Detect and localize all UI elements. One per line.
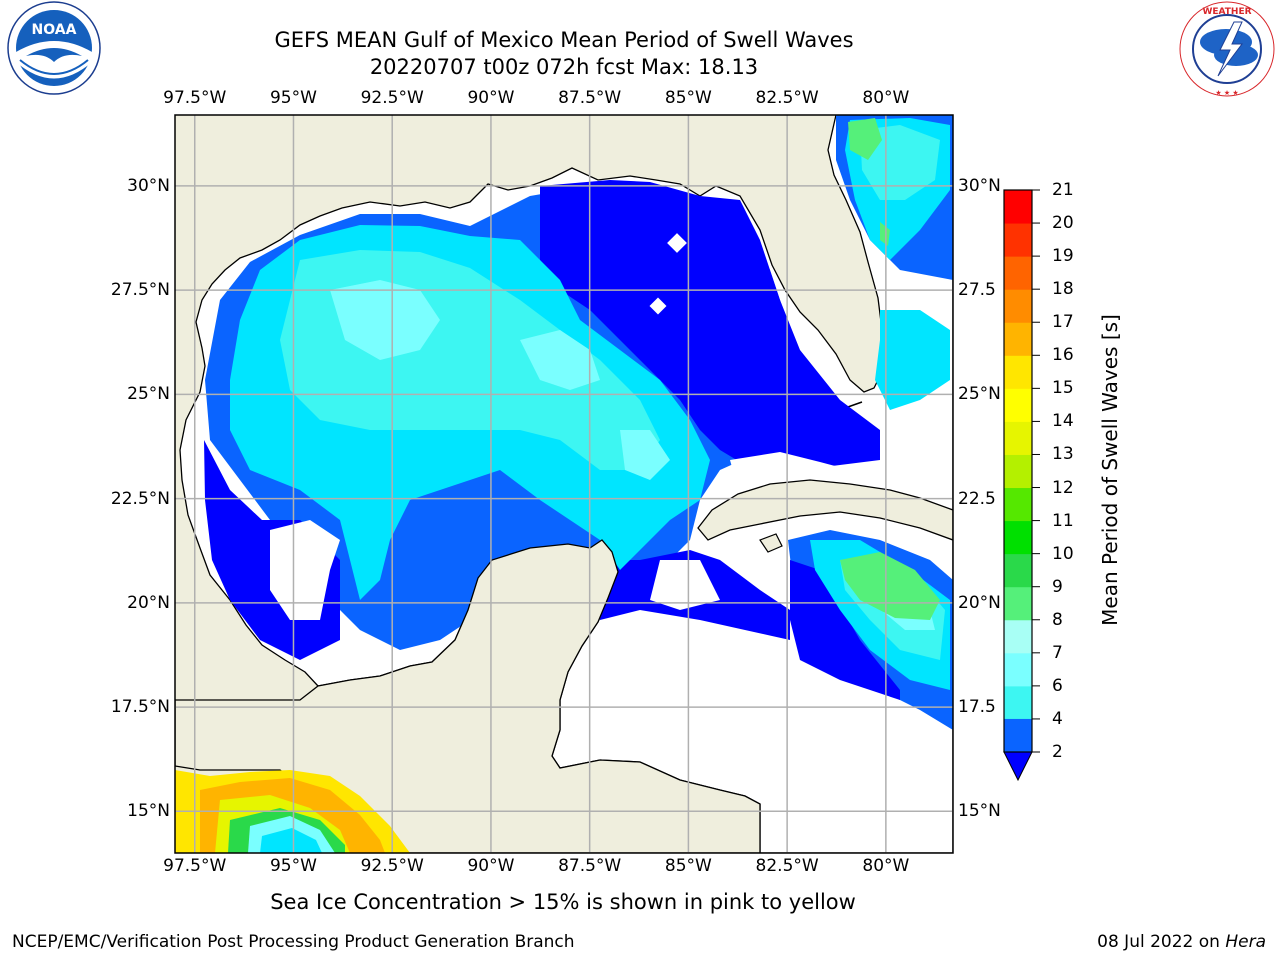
lat-tick-label: 25°N [127, 384, 170, 405]
lat-tick-label: 25°N [958, 384, 1001, 405]
lon-labels-bottom: 97.5°W 95°W 92.5°W 90°W 87.5°W 85°W 82.5°W 80°W [0, 856, 1280, 878]
colorbar-tick-label: 12 [1052, 477, 1074, 498]
colorbar-tick-label: 10 [1052, 543, 1074, 564]
colorbar-tick-label: 17 [1052, 312, 1074, 333]
colorbar-segment [1004, 520, 1032, 555]
lat-tick-label: 30°N [127, 175, 170, 196]
svg-text:★ ★ ★: ★ ★ ★ [1215, 89, 1238, 97]
contour-7-8s [330, 280, 440, 360]
lat-tick-label: 17.5 [958, 697, 996, 718]
colorbar-segment [1004, 355, 1032, 389]
colorbar-segment [1004, 652, 1032, 687]
colorbar-segment [1004, 619, 1032, 654]
colorbar-tick-label: 18 [1052, 279, 1074, 300]
colorbar-tick-label: 16 [1052, 345, 1074, 366]
colorbar-tick-label: 9 [1052, 576, 1063, 597]
colorbar-segment [1004, 586, 1032, 621]
lon-tick-label: 80°W [862, 88, 910, 108]
lat-tick-label: 27.5°N [110, 280, 170, 301]
lat-tick-label: 22.5 [958, 488, 996, 509]
lat-tick-label: 22.5°N [110, 488, 170, 509]
lon-tick-label: 92.5°W [360, 856, 424, 876]
colorbar-segment [1004, 454, 1032, 489]
colorbar-segment [1004, 553, 1032, 588]
lat-tick-label: 17.5°N [110, 697, 170, 718]
colorbar-segment [1004, 388, 1032, 422]
sea-ice-caption: Sea Ice Concentration > 15% is shown in … [270, 890, 856, 914]
lon-tick-label: 90°W [467, 856, 515, 876]
lat-tick-label: 20°N [127, 592, 170, 613]
colorbar-tick-label: 6 [1052, 675, 1063, 696]
colorbar-tick-label: 7 [1052, 642, 1063, 663]
lon-tick-label: 90°W [467, 88, 515, 108]
colorbar-tick-label: 21 [1052, 180, 1074, 200]
colorbar-tick-label: 20 [1052, 213, 1074, 234]
lon-tick-label: 97.5°W [163, 856, 227, 876]
colorbar-tick-label: 13 [1052, 444, 1074, 465]
colorbar-tick-label: 19 [1052, 246, 1074, 267]
lat-labels-left: 30°N 27.5°N 25°N 22.5°N 20°N 17.5°N 15°N [0, 0, 170, 960]
colorbar-label: Mean Period of Swell Waves [s] [1098, 314, 1122, 626]
lat-tick-label: 20°N [958, 592, 1001, 613]
colorbar-segment [1004, 685, 1032, 720]
lon-tick-label: 87.5°W [558, 88, 622, 108]
lon-tick-label: 80°W [862, 856, 910, 876]
lat-tick-label: 30°N [958, 175, 1001, 196]
colorbar-segment [1004, 421, 1032, 455]
colorbar-segment [1004, 190, 1032, 224]
svg-text:WEATHER: WEATHER [1202, 7, 1251, 17]
map-subtitle: 20220707 t00z 072h fcst Max: 18.13 [369, 55, 759, 79]
map-frame [174, 114, 954, 854]
lat-labels-right: 30°N 27.5 25°N 22.5 20°N 17.5 15°N [958, 0, 1018, 960]
colorbar-tick-label: 14 [1052, 411, 1074, 432]
colorbar-tick-label: 8 [1052, 609, 1063, 630]
lon-tick-label: 82.5°W [755, 856, 819, 876]
lon-tick-label: 95°W [269, 88, 317, 108]
colorbar-tick-label: 15 [1052, 378, 1074, 399]
colorbar-under-arrow [1003, 751, 1033, 782]
lon-tick-label: 92.5°W [360, 88, 424, 108]
lat-tick-label: 15°N [127, 801, 170, 822]
colorbar-segment-first [1004, 718, 1032, 752]
lon-tick-label: 95°W [269, 856, 317, 876]
colorbar-frame [1003, 189, 1033, 753]
lat-tick-label: 27.5 [958, 280, 996, 301]
colorbar-segment [1004, 289, 1032, 323]
colorbar-segment [1004, 322, 1032, 356]
noaa-logo: NOAA [7, 1, 101, 95]
footer-date: 08 Jul 2022 on Hera [1097, 932, 1266, 952]
map-grid [175, 115, 953, 853]
noaa-logo-text: NOAA [32, 22, 77, 38]
colorbar-segment [1004, 256, 1032, 290]
colorbar-tick-label: 2 [1052, 742, 1063, 762]
nws-logo: WEATHER ★ ★ ★ [1179, 1, 1275, 97]
colorbar-segment [1004, 223, 1032, 257]
lon-tick-label: 97.5°W [163, 88, 227, 108]
lon-tick-label: 85°W [664, 856, 712, 876]
footer-date-text: 08 Jul 2022 on [1097, 932, 1226, 952]
lon-tick-label: 82.5°W [755, 88, 819, 108]
lon-labels-top: 97.5°W 95°W 92.5°W 90°W 87.5°W 85°W 82.5°W 80°W [0, 88, 1280, 110]
colorbar-tick-label: 4 [1052, 708, 1063, 729]
colorbar-segment [1004, 487, 1032, 522]
footer-host: Hera [1225, 932, 1266, 952]
map-title: GEFS MEAN Gulf of Mexico Mean Period of … [274, 28, 854, 52]
contour-under-2s [540, 180, 880, 470]
lon-tick-label: 85°W [664, 88, 712, 108]
colorbar-tick-label: 11 [1052, 510, 1074, 531]
lon-tick-label: 87.5°W [558, 856, 622, 876]
footer-org: NCEP/EMC/Verification Post Processing Pr… [12, 932, 575, 952]
cuba-land [697, 479, 953, 541]
lat-tick-label: 15°N [958, 801, 1001, 822]
